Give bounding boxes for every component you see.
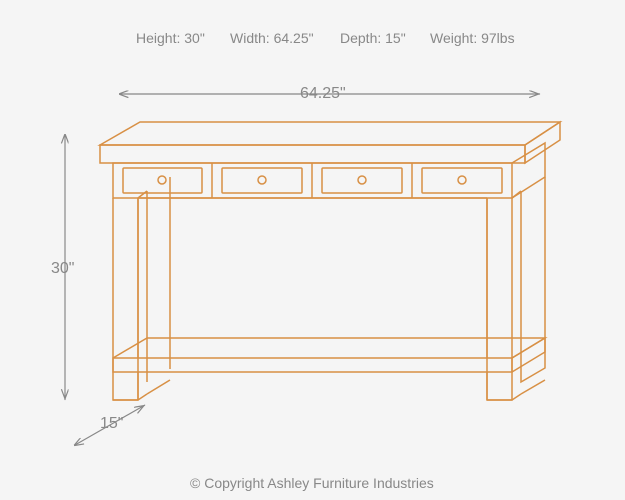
- table-drawing: [100, 122, 560, 400]
- depth-arrow: [75, 405, 145, 445]
- furniture-diagram: [0, 0, 625, 500]
